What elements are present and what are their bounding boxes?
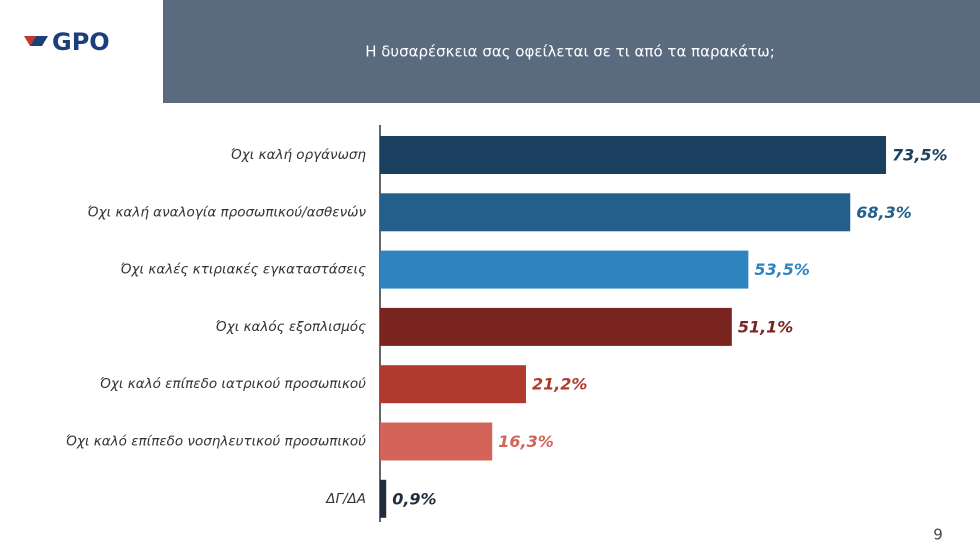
value-label: 21,2% [532, 375, 588, 394]
bar [380, 479, 387, 518]
page-number: 9 [933, 526, 943, 544]
header-band [163, 0, 980, 103]
bar [380, 136, 887, 174]
value-label: 68,3% [856, 203, 912, 222]
category-label: Όχι καλές κτιριακές εγκαταστάσεις [120, 262, 366, 278]
category-label: Όχι καλός εξοπλισμός [215, 319, 366, 335]
bar [380, 365, 526, 404]
category-label: Όχι καλό επίπεδο ιατρικού προσωπικού [100, 376, 367, 392]
category-label: Όχι καλό επίπεδο νοσηλευτικού προσωπικού [66, 434, 367, 450]
category-label: Όχι καλή αναλογία προσωπικού/ασθενών [87, 204, 366, 220]
logo: GPO [52, 28, 110, 56]
bar [380, 307, 732, 346]
value-label: 73,5% [892, 146, 948, 165]
value-label: 0,9% [392, 489, 436, 508]
value-label: 51,1% [738, 317, 794, 336]
category-label: Όχι καλή οργάνωση [230, 147, 366, 163]
value-label: 16,3% [498, 432, 554, 451]
bar [380, 250, 749, 289]
bar [380, 422, 493, 461]
category-label: ΔΓ/ΔΑ [325, 491, 366, 507]
value-label: 53,5% [754, 260, 810, 279]
chart-title: Η δυσαρέσκεια σας οφείλεται σε τι από τα… [365, 43, 775, 61]
bar [380, 193, 851, 232]
logo-mark [24, 36, 48, 46]
